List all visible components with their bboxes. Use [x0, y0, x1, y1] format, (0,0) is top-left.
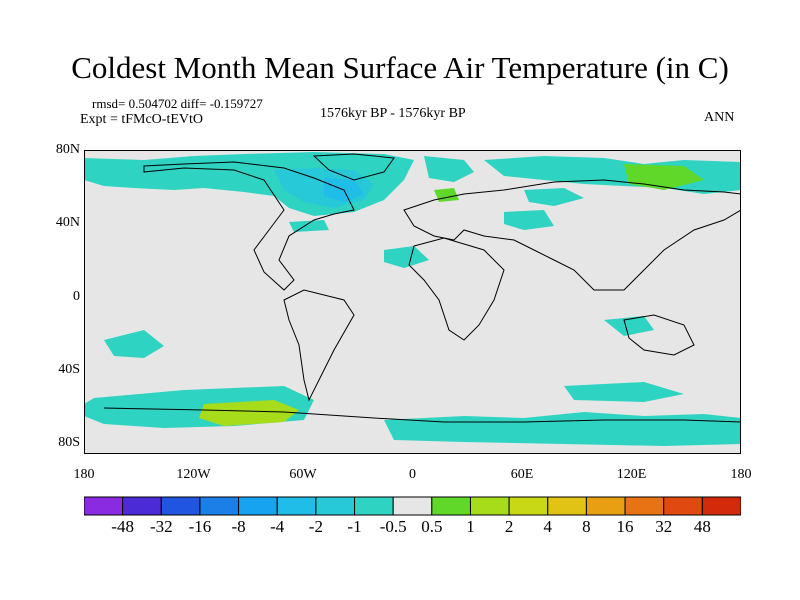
x-tick-label: 60W — [289, 467, 317, 482]
x-tick-label: 120E — [616, 467, 647, 482]
colorbar-label: -48 — [111, 517, 134, 536]
colorbar — [84, 496, 741, 516]
x-tick-label: 60E — [510, 467, 534, 482]
y-tick-label: 0 — [73, 289, 80, 304]
temperature-difference-map — [84, 150, 741, 454]
x-tick-label: 0 — [409, 467, 416, 482]
colorbar-label: -2 — [308, 517, 323, 536]
season-label: ANN — [704, 110, 735, 125]
colorbar-box — [585, 496, 626, 516]
colorbar-label: 0.5 — [421, 517, 443, 536]
colorbar-box — [431, 496, 471, 516]
colorbar-label: -0.5 — [379, 517, 407, 536]
colorbar-box — [392, 496, 433, 516]
colorbar-label: 1 — [466, 517, 475, 536]
colorbar-box — [199, 496, 240, 516]
figure-title: Coldest Month Mean Surface Air Temperatu… — [71, 50, 729, 85]
y-tick-label: 40N — [55, 215, 80, 230]
y-tick-label: 40S — [58, 362, 80, 377]
colorbar-label: 48 — [693, 517, 711, 536]
x-tick-label: 180 — [730, 467, 752, 482]
colorbar-box — [160, 496, 201, 516]
colorbar-label: -16 — [188, 517, 212, 536]
colorbar-label: 2 — [504, 517, 514, 536]
colorbar-label: 32 — [655, 517, 673, 536]
colorbar-label: 4 — [543, 517, 553, 536]
colorbar-box — [315, 496, 356, 516]
x-tick-label: 120W — [176, 467, 211, 482]
map-frame — [84, 150, 741, 454]
y-tick-label: 80S — [58, 435, 80, 450]
colorbar-label: 8 — [582, 517, 591, 536]
colorbar-box — [84, 496, 124, 516]
colorbar-box — [469, 496, 510, 516]
colorbar-box — [547, 496, 587, 516]
period-label: 1576kyr BP - 1576kyr BP — [320, 106, 466, 121]
experiment-label: Expt = tFMcO-tEVtO — [80, 112, 203, 127]
y-tick-label: 80N — [55, 142, 80, 157]
colorbar-label: -1 — [347, 517, 362, 536]
colorbar-box — [122, 496, 162, 516]
colorbar-label: -8 — [231, 517, 246, 536]
colorbar-box — [354, 496, 394, 516]
colorbar-box — [624, 496, 665, 516]
colorbar-box — [276, 496, 317, 516]
coastlines — [103, 153, 741, 423]
colorbar-label: -4 — [270, 517, 285, 536]
colorbar-box — [663, 496, 703, 516]
colorbar-box — [701, 496, 741, 516]
colorbar-label: -32 — [149, 517, 173, 536]
colorbar-label: 16 — [616, 517, 634, 536]
x-tick-label: 180 — [73, 467, 95, 482]
colorbar-box — [508, 496, 549, 516]
colorbar-box — [238, 496, 278, 516]
rmsd-diff-label: rmsd= 0.504702 diff= -0.159727 — [92, 96, 263, 111]
